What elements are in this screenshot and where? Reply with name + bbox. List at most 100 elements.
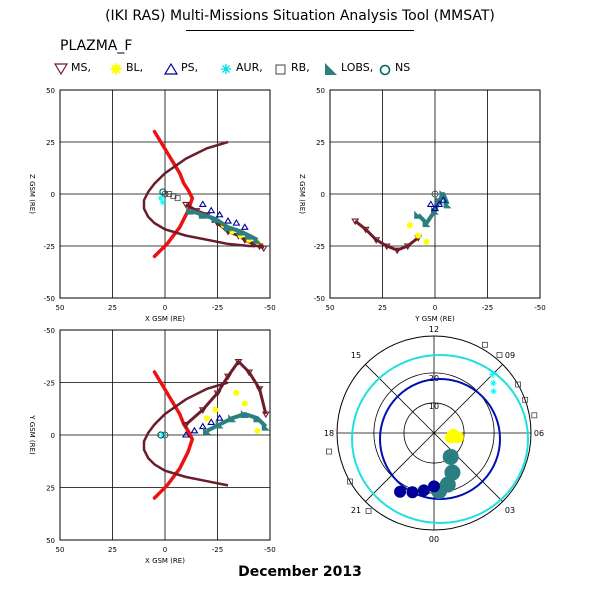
x-tick-label: 0 bbox=[433, 304, 437, 312]
orbit-loop-cyan bbox=[351, 354, 529, 524]
ps-marker bbox=[198, 422, 207, 430]
rb-marker bbox=[326, 448, 332, 455]
lobs-marker bbox=[253, 235, 262, 244]
rb-marker bbox=[174, 195, 181, 202]
panel-xy: 50 25 0 -25 -50 -50 -25 0 25 50 X GSM (RE) Y GSM (R… bbox=[28, 327, 276, 565]
magnetopause-curve bbox=[152, 129, 195, 259]
legend: MS, BL, PS, AUR, RB, LOBS, NS bbox=[54, 60, 474, 78]
ps-marker bbox=[224, 216, 232, 224]
ms-marker bbox=[182, 201, 190, 209]
y-tick-label: -50 bbox=[44, 295, 55, 303]
y-tick-label: 25 bbox=[46, 139, 55, 147]
polar-spoke bbox=[365, 432, 435, 502]
y-tick-label: 25 bbox=[46, 485, 55, 493]
lobs-marker bbox=[186, 206, 195, 215]
bl-marker bbox=[406, 222, 413, 229]
y-axis-label: Z GSM (RE) bbox=[298, 174, 306, 214]
lobs-marker bbox=[228, 414, 237, 423]
lobs-marker bbox=[198, 210, 207, 219]
x-tick-label: 50 bbox=[56, 304, 65, 312]
polar-angle-label: 09 bbox=[505, 351, 515, 360]
x-tick-label: -50 bbox=[534, 304, 545, 312]
x-tick-label: 25 bbox=[378, 304, 387, 312]
ps-marker bbox=[232, 219, 241, 226]
x-tick-label: 50 bbox=[56, 546, 65, 554]
orbit-envelope bbox=[142, 140, 264, 248]
ps-marker bbox=[439, 196, 448, 203]
aur-marker bbox=[159, 432, 166, 438]
ms-marker bbox=[213, 390, 222, 398]
bl-marker bbox=[204, 415, 210, 422]
bl-marker bbox=[415, 232, 422, 239]
ms-marker bbox=[234, 358, 243, 366]
rb-marker bbox=[347, 478, 353, 485]
ms-marker bbox=[351, 218, 360, 226]
legend-label-rb: RB, bbox=[291, 61, 310, 74]
ms-marker bbox=[245, 369, 253, 377]
ps-blob bbox=[406, 486, 419, 499]
polar-series-rb bbox=[326, 341, 538, 514]
ps-marker bbox=[240, 223, 249, 230]
x-axis-label: Y GSM (RE) bbox=[414, 315, 455, 323]
polar-spoke bbox=[365, 364, 435, 434]
y-tick-label: 0 bbox=[51, 191, 55, 199]
y-tick-label: -25 bbox=[44, 243, 55, 251]
x-axis-label: X GSM (RE) bbox=[145, 315, 185, 323]
y-tick-label: 50 bbox=[46, 87, 55, 95]
y-tick-label: 50 bbox=[46, 537, 55, 545]
ps-marker bbox=[215, 210, 224, 218]
y-tick-label: -50 bbox=[44, 327, 55, 335]
x-tick-label: 50 bbox=[326, 304, 335, 312]
series-lobs bbox=[203, 410, 270, 435]
ms-marker bbox=[261, 411, 270, 419]
ms-marker bbox=[361, 226, 370, 234]
lobs-marker bbox=[240, 410, 249, 418]
legend-label-lobs: LOBS, bbox=[341, 61, 374, 74]
instrument-label: PLAZMA_F bbox=[60, 38, 133, 54]
lobs-marker bbox=[224, 223, 232, 232]
series-ns bbox=[157, 431, 165, 439]
bl-marker bbox=[423, 238, 430, 245]
plot-frame bbox=[329, 89, 541, 299]
ms-marker bbox=[249, 241, 258, 248]
rb-marker bbox=[482, 341, 488, 348]
y-tick-label: -25 bbox=[314, 243, 325, 251]
ps-blob bbox=[428, 480, 440, 493]
rb-marker bbox=[522, 396, 529, 403]
series-aur bbox=[157, 195, 166, 206]
lobs-marker bbox=[414, 210, 423, 219]
rb-marker bbox=[166, 191, 173, 197]
series-aur bbox=[159, 432, 166, 438]
orbit-loop-blue bbox=[379, 378, 501, 500]
ms-marker bbox=[255, 386, 264, 393]
ps-marker bbox=[215, 414, 224, 421]
magnetopause-curve bbox=[152, 370, 195, 500]
y-axis-label: Y GSM (RE) bbox=[28, 414, 36, 455]
ps-marker bbox=[207, 418, 216, 425]
ps-blob bbox=[394, 485, 407, 498]
bl-marker bbox=[241, 400, 248, 407]
ms-marker bbox=[182, 421, 190, 429]
polar-series-aur bbox=[489, 371, 497, 395]
ps-marker bbox=[182, 430, 190, 438]
x-tick-label: -25 bbox=[212, 546, 223, 554]
date-caption: December 2013 bbox=[238, 564, 362, 580]
y-axis-label: Z GSM (RE) bbox=[28, 174, 36, 214]
series-ps bbox=[198, 200, 249, 230]
rb-marker bbox=[496, 352, 503, 358]
x-axis-label: X GSM (RE) bbox=[145, 557, 185, 565]
lobs-marker bbox=[253, 414, 262, 423]
aur-marker bbox=[159, 199, 166, 206]
x-tick-label: 25 bbox=[108, 304, 117, 312]
bl-marker bbox=[212, 406, 219, 413]
asterisk-icon bbox=[221, 64, 231, 74]
polar-angle-label: 15 bbox=[351, 351, 361, 360]
legend-label-ms: MS, bbox=[71, 61, 91, 74]
ms-marker bbox=[198, 407, 207, 414]
circle-icon bbox=[379, 64, 391, 76]
filled-triangle-icon bbox=[325, 63, 337, 75]
polar-radius-label: 10 bbox=[429, 402, 439, 411]
y-tick-label: 0 bbox=[321, 191, 325, 199]
x-tick-label: -50 bbox=[264, 546, 275, 554]
